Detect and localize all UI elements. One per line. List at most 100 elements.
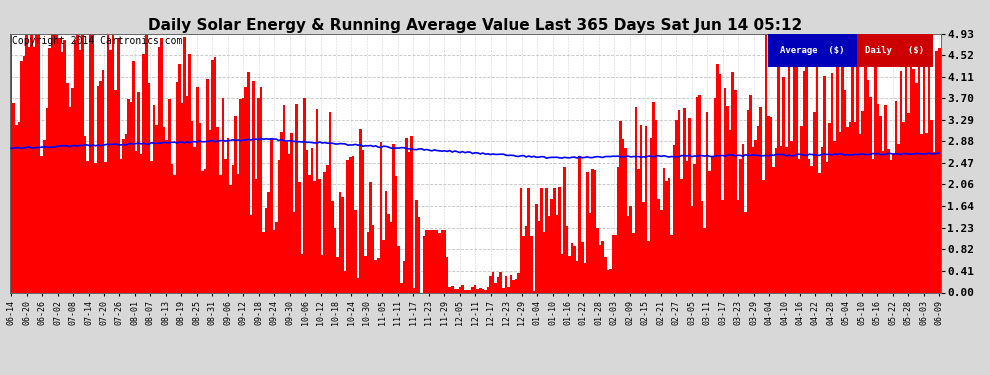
Bar [183,38,186,292]
Bar [431,230,434,292]
Bar [249,215,252,292]
Bar [329,112,331,292]
Bar [484,290,487,292]
Bar [31,34,33,292]
Bar [895,101,897,292]
Bar [115,90,117,292]
Bar [155,125,157,292]
Bar [173,175,175,292]
Bar [798,159,800,292]
Bar [270,138,272,292]
Bar [306,150,308,292]
Bar [714,98,716,292]
Bar [680,179,683,292]
Text: Daily   ($): Daily ($) [865,46,925,55]
Bar [599,245,601,292]
Bar [181,104,183,292]
Bar [107,34,109,292]
Bar [163,128,165,292]
Bar [390,222,392,292]
Bar [630,206,632,292]
Bar [354,210,356,292]
Bar [492,272,494,292]
Bar [698,96,701,292]
Bar [703,228,706,292]
Bar [214,57,217,292]
Bar [359,129,361,292]
Bar [293,211,295,292]
Bar [267,192,270,292]
Bar [193,147,196,292]
Bar [824,76,826,292]
Bar [861,111,864,292]
Bar [859,134,861,292]
Bar [175,82,178,292]
Bar [199,123,201,292]
Bar [834,141,836,292]
Bar [910,44,913,292]
Bar [25,34,28,292]
Bar [395,176,397,292]
Bar [589,213,591,292]
Bar [434,230,436,292]
Bar [846,127,848,292]
Bar [15,125,18,292]
Bar [565,226,568,292]
Bar [285,142,288,292]
Bar [644,126,647,292]
Bar [691,206,693,292]
Bar [196,87,199,292]
Bar [811,166,813,292]
Bar [897,144,900,292]
Bar [839,132,842,292]
Bar [696,97,698,292]
Bar [769,117,772,292]
Bar [515,279,517,292]
Bar [152,105,155,292]
Bar [229,185,232,292]
Bar [563,167,565,292]
Bar [38,34,41,292]
Bar [224,159,227,292]
Bar [84,136,86,292]
Bar [777,62,780,292]
Bar [165,140,168,292]
Bar [73,40,76,292]
Bar [555,215,558,292]
Bar [742,144,744,292]
Bar [319,179,321,292]
Bar [339,192,342,292]
Bar [55,34,58,292]
Bar [283,105,285,292]
Bar [392,144,395,292]
Bar [479,288,481,292]
Bar [499,272,502,292]
Bar [127,99,130,292]
Bar [135,151,138,292]
Bar [428,230,431,292]
Bar [655,120,657,292]
Bar [257,98,259,292]
Bar [324,172,326,292]
Bar [604,257,607,292]
Bar [58,38,61,292]
Bar [614,235,617,292]
Bar [517,273,520,292]
Bar [851,34,853,292]
Bar [568,256,571,292]
Bar [469,290,471,292]
Bar [232,165,235,292]
Bar [915,83,918,292]
Bar [408,152,410,292]
Bar [553,188,555,292]
Bar [558,187,560,292]
Bar [303,98,306,292]
Bar [505,276,507,292]
Bar [476,289,479,292]
Bar [902,122,905,292]
Bar [652,102,655,292]
Bar [448,287,451,292]
Bar [640,125,643,292]
Bar [813,112,816,292]
Bar [191,121,193,292]
